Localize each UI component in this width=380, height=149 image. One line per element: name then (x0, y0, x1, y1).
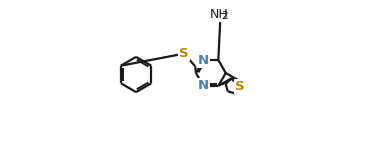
Text: N: N (198, 54, 209, 67)
Text: S: S (179, 47, 189, 60)
Text: NH: NH (210, 8, 229, 21)
Text: 2: 2 (222, 11, 228, 21)
Text: N: N (198, 79, 209, 92)
Text: S: S (235, 80, 245, 93)
